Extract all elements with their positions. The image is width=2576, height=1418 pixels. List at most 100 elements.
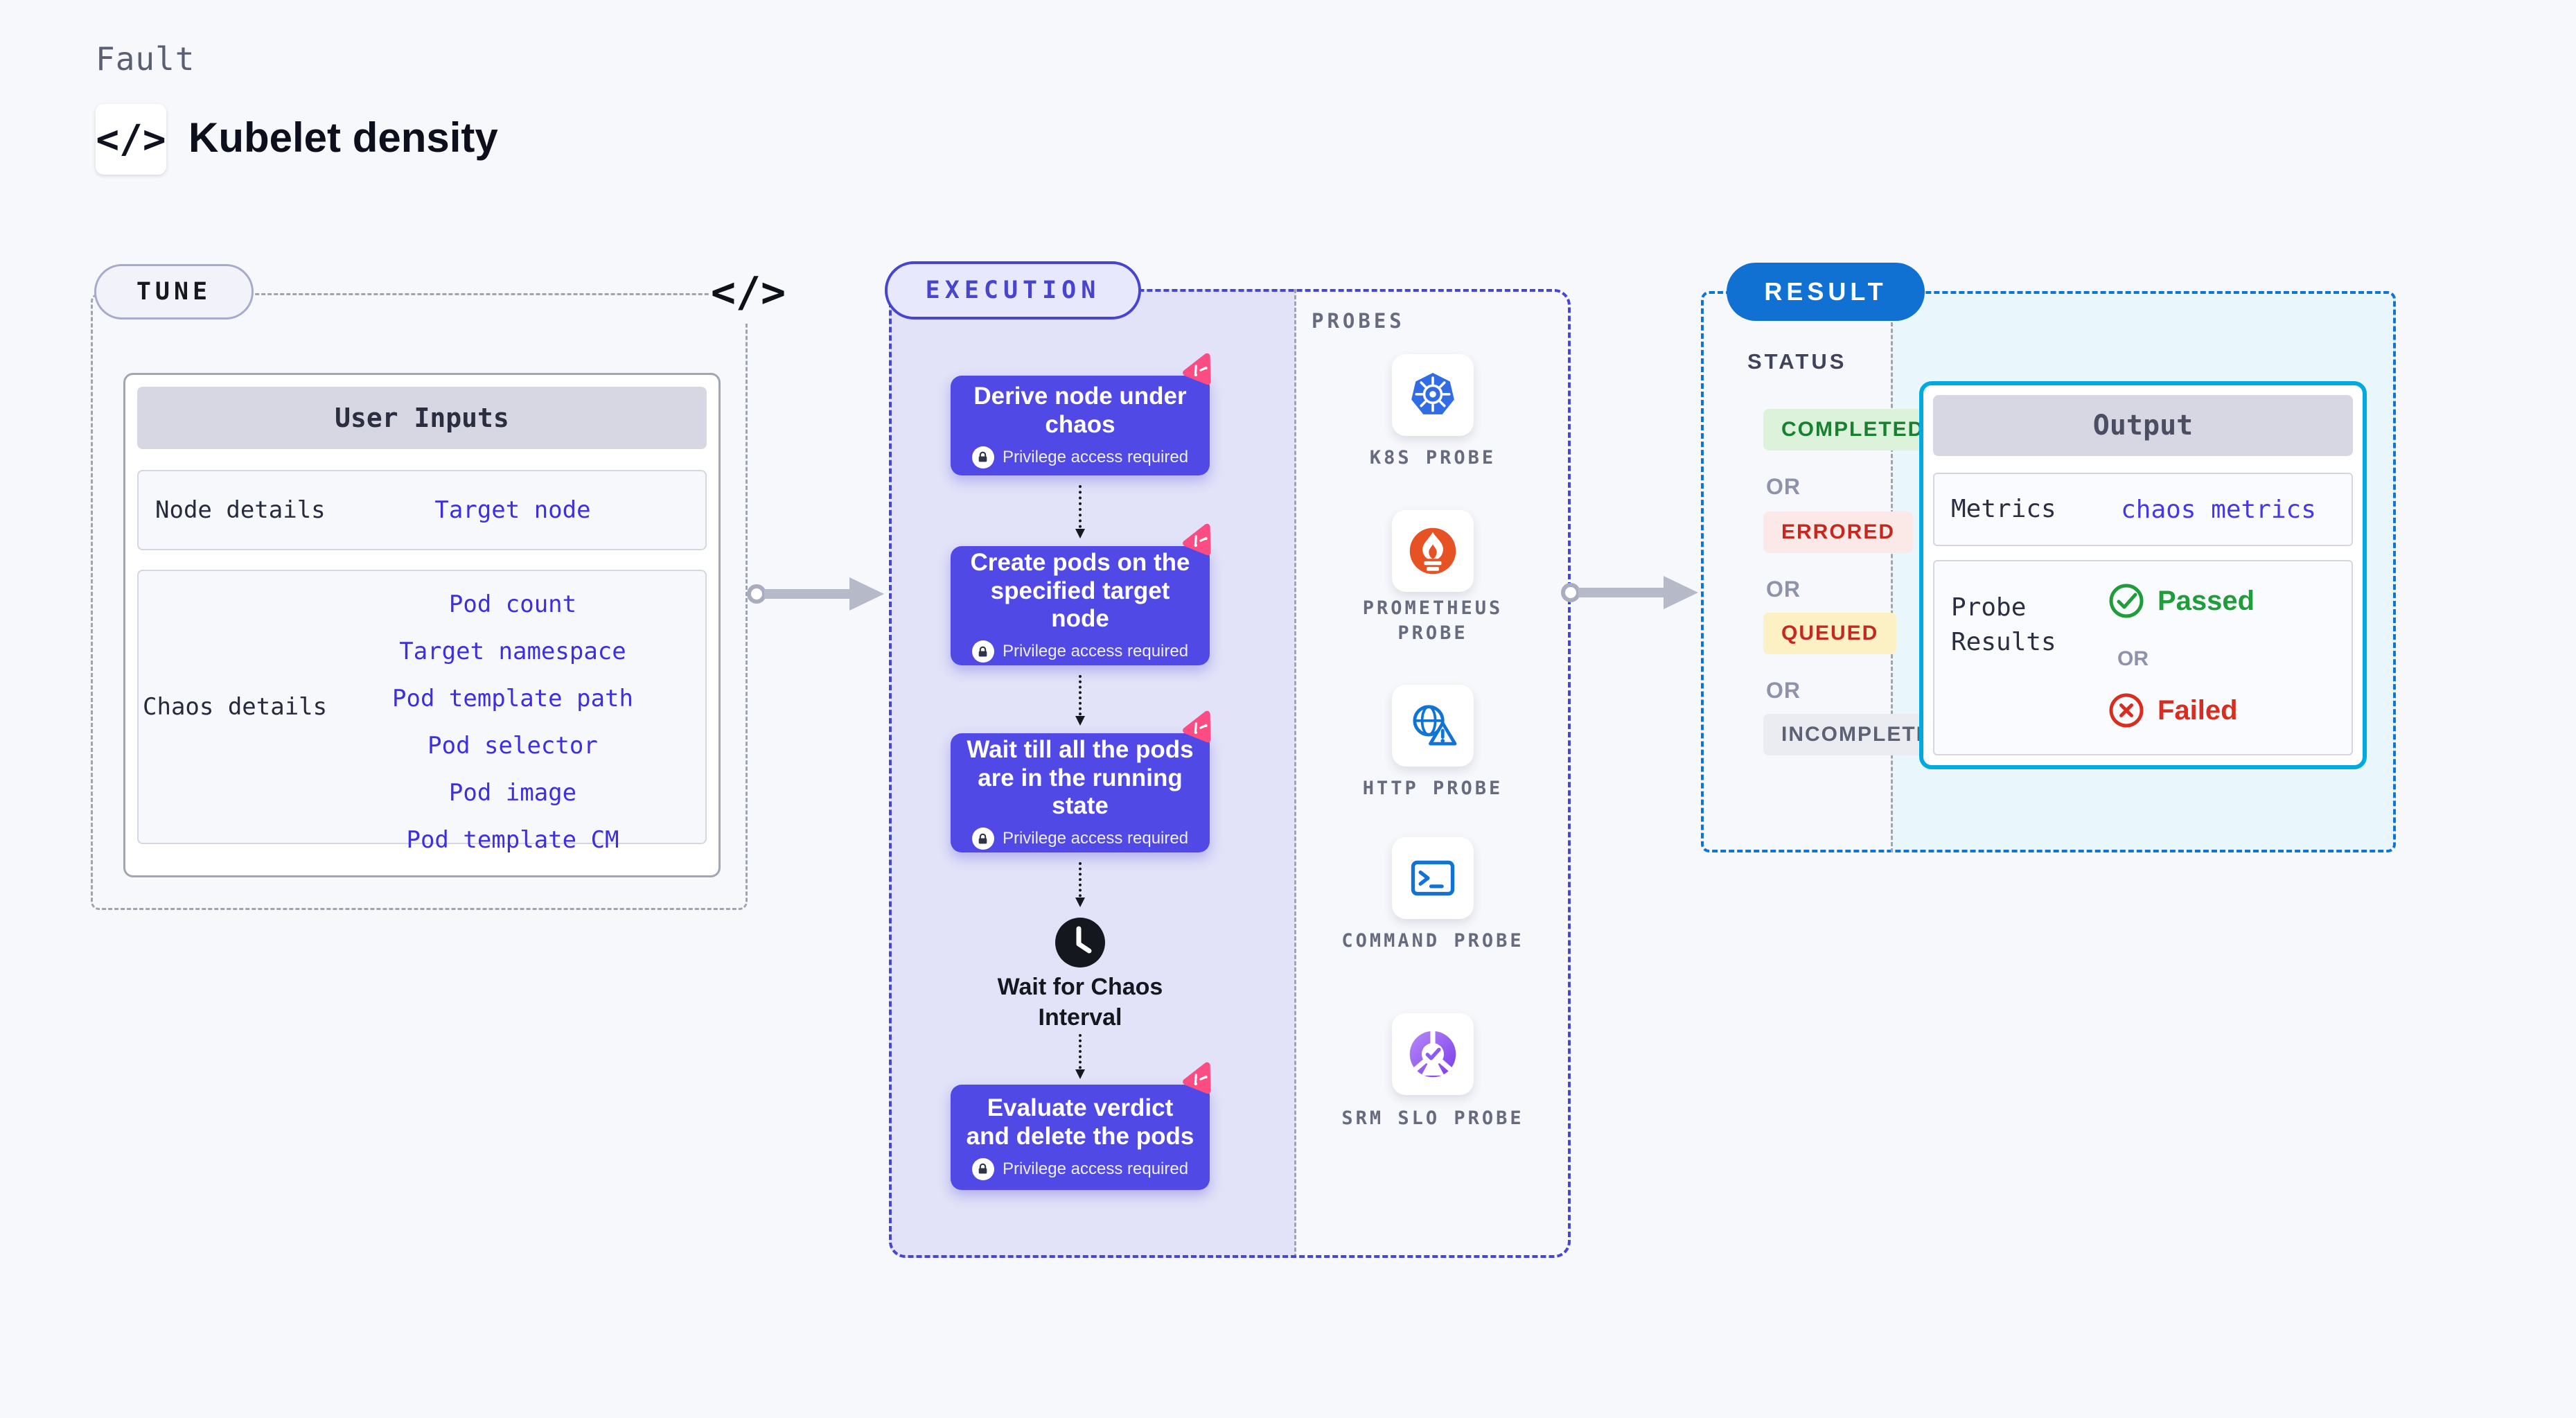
pod-selector-link[interactable]: Pod selector bbox=[427, 732, 598, 760]
tune-code-icon-glyph: </> bbox=[710, 268, 786, 317]
lock-icon bbox=[971, 1157, 994, 1180]
user-inputs-header-label: User Inputs bbox=[335, 403, 509, 433]
chaos-metrics-link[interactable]: chaos metrics bbox=[2121, 495, 2316, 524]
result-status-divider bbox=[1891, 291, 1893, 852]
x-circle-icon bbox=[2109, 693, 2144, 728]
probe-card-command bbox=[1392, 837, 1474, 919]
execution-section-pill: EXECUTION bbox=[885, 261, 1141, 320]
litmus-chaos-icon bbox=[1183, 353, 1211, 385]
execution-section-border bbox=[889, 289, 1571, 1258]
flow-down-arrow bbox=[1075, 485, 1085, 539]
privilege-badge: Privilege access required bbox=[971, 640, 1189, 663]
pod-template-cm-link[interactable]: Pod template CM bbox=[406, 826, 619, 854]
probe-label-prometheus: PROMETHEUS PROBE bbox=[1362, 597, 1503, 645]
execution-step-2: Create pods on the specified target node… bbox=[951, 523, 1211, 665]
privilege-badge: Privilege access required bbox=[971, 1157, 1189, 1180]
lock-icon bbox=[971, 828, 994, 850]
probe-card-srm-slo bbox=[1392, 1013, 1474, 1095]
metrics-row: Metrics chaos metrics bbox=[1933, 473, 2353, 546]
execution-probes-divider bbox=[1294, 289, 1296, 1258]
chaos-details-label: Chaos details bbox=[143, 693, 328, 721]
step-title: Evaluate verdict and delete the pods bbox=[966, 1094, 1194, 1150]
srm-slo-donut-check-icon bbox=[1409, 1029, 1456, 1078]
metrics-label: Metrics bbox=[1951, 494, 2056, 523]
lock-icon bbox=[971, 640, 994, 663]
chaos-details-row: Chaos details Pod count Target namespace… bbox=[137, 570, 707, 854]
output-header: Output bbox=[1933, 395, 2353, 456]
probe-label-http: HTTP PROBE bbox=[1362, 778, 1503, 799]
tune-section-border bbox=[91, 293, 748, 910]
execution-step-1: Derive node under chaos Privilege access… bbox=[951, 353, 1211, 475]
tune-code-icon: </> bbox=[709, 261, 787, 324]
flow-arrow-execution-to-result bbox=[1561, 576, 1698, 609]
status-badge-completed: COMPLETED bbox=[1763, 409, 1943, 450]
pod-template-path-link[interactable]: Pod template path bbox=[392, 685, 633, 712]
tune-pill-label: TUNE bbox=[136, 278, 212, 306]
clock-icon bbox=[1055, 918, 1105, 968]
failed-verdict: Failed bbox=[2108, 692, 2238, 729]
status-badge-errored: ERRORED bbox=[1763, 511, 1914, 553]
result-section-border bbox=[1701, 291, 2396, 852]
wait-for-chaos-interval-label: Wait for Chaos Interval bbox=[997, 974, 1163, 1031]
status-badge-queued: QUEUED bbox=[1763, 613, 1897, 654]
terminal-icon bbox=[1411, 860, 1455, 896]
result-pill-label: RESULT bbox=[1764, 277, 1887, 306]
check-circle-icon bbox=[2109, 584, 2144, 618]
result-section-pill: RESULT bbox=[1727, 263, 1925, 321]
flow-down-arrow bbox=[1075, 675, 1085, 726]
passed-label: Passed bbox=[2158, 585, 2255, 616]
privilege-note: Privilege access required bbox=[1002, 829, 1189, 848]
output-header-label: Output bbox=[2092, 410, 2194, 441]
chaos-links-column: Pod count Target namespace Pod template … bbox=[374, 590, 651, 854]
http-globe-warning-icon bbox=[1413, 705, 1457, 746]
or-separator: OR bbox=[1766, 474, 1801, 499]
code-icon-glyph: </> bbox=[96, 116, 166, 162]
node-details-label: Node details bbox=[155, 496, 326, 524]
failed-label: Failed bbox=[2158, 694, 2238, 726]
probe-card-http bbox=[1392, 685, 1474, 767]
pod-image-link[interactable]: Pod image bbox=[448, 779, 577, 807]
privilege-note: Privilege access required bbox=[1002, 1159, 1189, 1178]
step-title: Wait till all the pods are in the runnin… bbox=[967, 735, 1194, 820]
or-separator: OR bbox=[1766, 678, 1801, 703]
probe-label-k8s: K8S PROBE bbox=[1369, 447, 1497, 469]
privilege-note: Privilege access required bbox=[1002, 642, 1189, 661]
pod-count-link[interactable]: Pod count bbox=[448, 590, 577, 618]
probe-card-k8s bbox=[1392, 354, 1474, 436]
execution-step-3: Wait till all the pods are in the runnin… bbox=[951, 710, 1211, 852]
target-namespace-link[interactable]: Target namespace bbox=[399, 638, 626, 665]
litmus-chaos-icon bbox=[1183, 710, 1211, 743]
or-separator: OR bbox=[2117, 647, 2149, 670]
litmus-chaos-icon bbox=[1183, 1062, 1211, 1094]
privilege-badge: Privilege access required bbox=[971, 828, 1189, 850]
user-inputs-header: User Inputs bbox=[137, 387, 707, 449]
kubernetes-icon bbox=[1411, 372, 1454, 414]
flow-down-arrow bbox=[1075, 1034, 1085, 1079]
probe-label-srm-slo: SRM SLO PROBE bbox=[1341, 1108, 1524, 1129]
or-separator: OR bbox=[1766, 577, 1801, 602]
flow-arrow-tune-to-execution bbox=[747, 577, 884, 611]
step-title: Derive node under chaos bbox=[973, 383, 1187, 438]
probe-results-label: Probe Results bbox=[1951, 593, 2056, 657]
target-node-link[interactable]: Target node bbox=[434, 496, 591, 524]
probes-section-label: PROBES bbox=[1312, 309, 1405, 333]
probe-results-row: Probe Results Passed OR Failed bbox=[1933, 560, 2353, 755]
status-column-label: STATUS bbox=[1747, 349, 1847, 374]
category-label: Fault bbox=[96, 40, 195, 78]
page-title: Kubelet density bbox=[188, 114, 498, 161]
passed-verdict: Passed bbox=[2108, 582, 2255, 620]
code-icon: </> bbox=[96, 104, 166, 175]
node-details-row: Node details Target node bbox=[137, 470, 707, 550]
prometheus-icon bbox=[1409, 527, 1456, 575]
privilege-note: Privilege access required bbox=[1002, 447, 1189, 466]
privilege-badge: Privilege access required bbox=[971, 446, 1189, 469]
probe-label-command: COMMAND PROBE bbox=[1341, 930, 1524, 952]
tune-section-pill: TUNE bbox=[94, 264, 254, 320]
execution-pill-label: EXECUTION bbox=[925, 277, 1101, 304]
step-title: Create pods on the specified target node bbox=[970, 548, 1190, 633]
lock-icon bbox=[971, 446, 994, 469]
flow-down-arrow bbox=[1075, 862, 1085, 907]
probe-card-prometheus bbox=[1392, 510, 1474, 592]
execution-step-4: Evaluate verdict and delete the pods Pri… bbox=[951, 1062, 1211, 1190]
